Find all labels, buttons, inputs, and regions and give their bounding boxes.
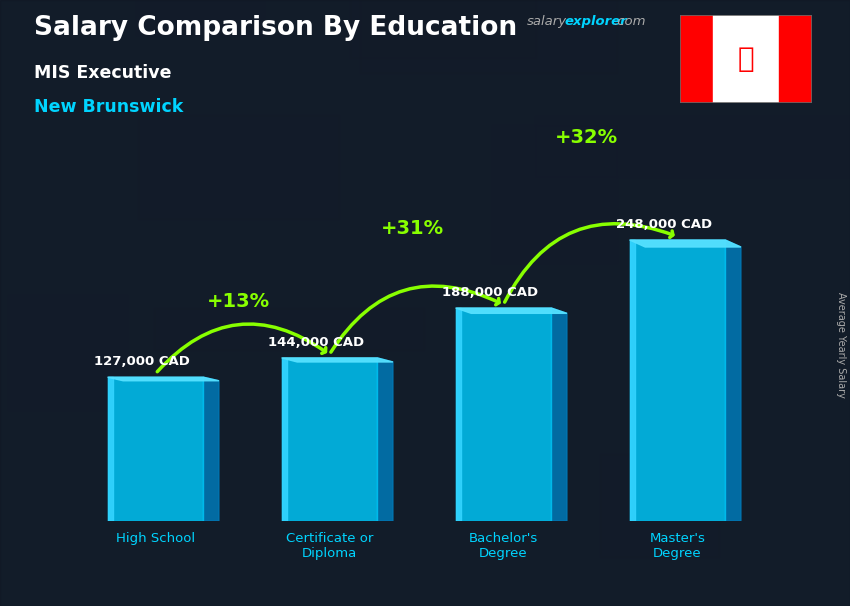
- Bar: [51, 444, 381, 569]
- Text: +13%: +13%: [207, 291, 270, 311]
- Polygon shape: [725, 240, 741, 521]
- Bar: [3, 227, 202, 386]
- Text: salary: salary: [527, 15, 567, 28]
- Bar: [456, 308, 462, 521]
- Text: 188,000 CAD: 188,000 CAD: [442, 286, 538, 299]
- Bar: [317, 47, 525, 138]
- Bar: [94, 389, 366, 516]
- Bar: [281, 358, 377, 521]
- Bar: [286, 0, 506, 96]
- Bar: [614, 0, 850, 25]
- Bar: [582, 0, 802, 99]
- Bar: [630, 240, 725, 521]
- Text: +32%: +32%: [555, 128, 619, 147]
- Polygon shape: [377, 358, 393, 521]
- Text: Average Yearly Salary: Average Yearly Salary: [836, 293, 846, 398]
- Text: Salary Comparison By Education: Salary Comparison By Education: [34, 15, 517, 41]
- Bar: [515, 44, 654, 101]
- Text: 🍁: 🍁: [738, 45, 754, 73]
- Polygon shape: [281, 358, 393, 362]
- Polygon shape: [203, 377, 219, 521]
- Bar: [657, 0, 850, 38]
- Bar: [45, 0, 184, 54]
- Bar: [222, 483, 423, 603]
- Bar: [108, 377, 113, 521]
- Polygon shape: [456, 308, 567, 313]
- Text: 248,000 CAD: 248,000 CAD: [615, 218, 711, 231]
- Bar: [18, 22, 280, 113]
- Bar: [281, 358, 287, 521]
- Polygon shape: [630, 240, 741, 247]
- Bar: [32, 291, 290, 452]
- Text: .com: .com: [614, 15, 646, 28]
- Bar: [630, 240, 635, 521]
- Bar: [779, 15, 812, 103]
- Bar: [116, 218, 207, 385]
- Polygon shape: [108, 377, 219, 381]
- Bar: [456, 308, 552, 521]
- Bar: [23, 124, 175, 196]
- Polygon shape: [552, 308, 567, 521]
- Text: explorer: explorer: [564, 15, 627, 28]
- Bar: [212, 128, 438, 219]
- Text: 127,000 CAD: 127,000 CAD: [94, 355, 190, 368]
- Bar: [713, 15, 779, 103]
- Text: +31%: +31%: [382, 219, 445, 238]
- Text: New Brunswick: New Brunswick: [34, 98, 184, 116]
- Bar: [157, 237, 249, 287]
- Bar: [227, 124, 477, 274]
- Bar: [394, 419, 499, 534]
- Bar: [108, 377, 203, 521]
- Bar: [680, 15, 713, 103]
- Bar: [586, 231, 850, 358]
- Text: 144,000 CAD: 144,000 CAD: [268, 336, 364, 349]
- Text: MIS Executive: MIS Executive: [34, 64, 172, 82]
